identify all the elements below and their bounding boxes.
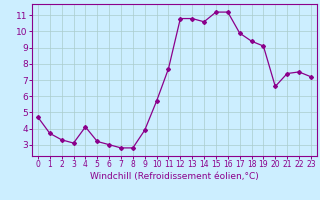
X-axis label: Windchill (Refroidissement éolien,°C): Windchill (Refroidissement éolien,°C) [90,172,259,181]
